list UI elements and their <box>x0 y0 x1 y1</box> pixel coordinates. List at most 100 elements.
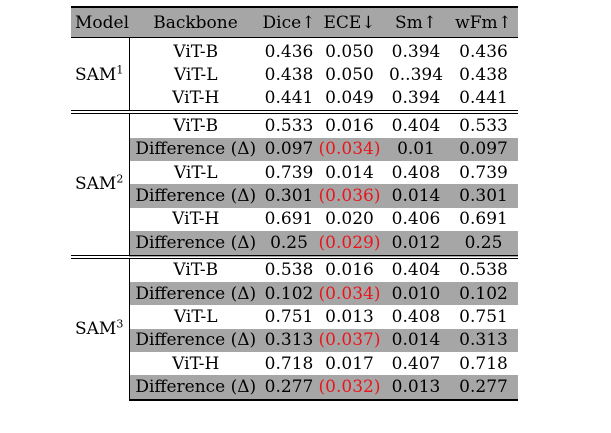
wfm-cell: 0.301 <box>449 184 518 208</box>
sm-cell: 0.408 <box>391 162 441 183</box>
difference-row: Difference (Δ) 0.277 (0.032) 0.013 0.277 <box>71 375 518 401</box>
table-row: ViT-L 0.438 0.050 0..394 0.438 <box>71 63 518 86</box>
backbone-cell: ViT-H <box>172 209 220 230</box>
difference-label: Difference (Δ) <box>129 184 262 208</box>
header-row: Model Backbone Dice↑ ECE↓ Sm↑ wFm↑ <box>71 6 518 38</box>
difference-row: Difference (Δ) 0.102 (0.034) 0.010 0.102 <box>71 281 518 306</box>
dice-cell: 0.533 <box>262 110 316 138</box>
sm-cell: 0.014 <box>383 328 449 353</box>
ece-cell: (0.037) <box>316 328 383 353</box>
backbone-cell: ViT-L <box>173 306 218 327</box>
wfm-cell: 0.277 <box>449 375 518 401</box>
sm-cell: 0.394 <box>391 88 441 109</box>
backbone-cell: ViT-B <box>129 254 262 282</box>
dice-cell: 0.751 <box>264 306 314 327</box>
sm-cell: 0.404 <box>383 110 449 138</box>
header-wfm: wFm↑ <box>449 6 518 38</box>
header-model: Model <box>71 6 129 38</box>
difference-row: Difference (Δ) 0.301 (0.036) 0.014 0.301 <box>71 184 518 208</box>
ece-cell: (0.029) <box>316 231 383 257</box>
difference-row: Difference (Δ) 0.097 (0.034) 0.01 0.097 <box>71 137 518 161</box>
wfm-cell: 0.313 <box>449 328 518 353</box>
wfm-cell: 0.102 <box>449 281 518 306</box>
difference-row: Difference (Δ) 0.313 (0.037) 0.014 0.313 <box>71 328 518 353</box>
table-row: SAM3 ViT-B 0.538 0.016 0.404 0.538 <box>71 254 518 400</box>
backbone-cell: ViT-H <box>172 88 220 109</box>
header-ece: ECE↓ <box>316 6 383 38</box>
sm-cell: 0.01 <box>383 137 449 161</box>
sm-cell: 0.014 <box>383 184 449 208</box>
dice-cell: 0.436 <box>264 41 314 62</box>
wfm-cell: 0.538 <box>449 254 518 282</box>
wfm-cell: 0.441 <box>459 88 508 109</box>
dice-cell: 0.313 <box>262 328 316 353</box>
backbone-cell: ViT-L <box>173 65 218 86</box>
ece-cell: 0.049 <box>325 88 374 109</box>
table-header: Model Backbone Dice↑ ECE↓ Sm↑ wFm↑ <box>71 6 518 38</box>
ece-cell: 0.014 <box>325 162 374 183</box>
sm-cell: 0.404 <box>383 254 449 282</box>
dice-cell: 0.718 <box>264 353 314 374</box>
group-sam1: SAM1 ViT-B 0.436 0.050 0.394 0.436 ViT-L… <box>71 37 518 113</box>
ece-cell: (0.034) <box>316 281 383 306</box>
wfm-cell: 0.718 <box>459 353 508 374</box>
table-row: ViT-H 0.718 0.017 0.407 0.718 <box>71 352 518 375</box>
difference-label: Difference (Δ) <box>129 375 262 401</box>
wfm-cell: 0.533 <box>449 110 518 138</box>
dice-cell: 0.438 <box>264 65 314 86</box>
table-row: ViT-H 0.691 0.020 0.406 0.691 <box>71 208 518 231</box>
dice-cell: 0.097 <box>262 137 316 161</box>
dice-cell: 0.538 <box>262 254 316 282</box>
ece-cell: 0.020 <box>325 209 374 230</box>
ece-cell: 0.050 <box>325 41 374 62</box>
results-table-container: Model Backbone Dice↑ ECE↓ Sm↑ wFm↑ SAM1 … <box>71 6 518 401</box>
difference-label: Difference (Δ) <box>129 281 262 306</box>
ece-cell: 0.016 <box>316 110 383 138</box>
sm-cell: 0.406 <box>391 209 441 230</box>
backbone-cell: ViT-B <box>129 110 262 138</box>
sm-cell: 0.010 <box>383 281 449 306</box>
wfm-cell: 0.25 <box>449 231 518 257</box>
model-label-sam2: SAM2 <box>71 110 130 257</box>
sm-cell: 0.013 <box>383 375 449 401</box>
wfm-cell: 0.739 <box>459 162 508 183</box>
header-dice: Dice↑ <box>262 6 316 38</box>
header-sm: Sm↑ <box>383 6 449 38</box>
dice-cell: 0.301 <box>262 184 316 208</box>
model-label-sam1: SAM1 <box>71 37 130 113</box>
group-sam3: SAM3 ViT-B 0.538 0.016 0.404 0.538 Diffe… <box>71 254 518 401</box>
ece-cell: (0.032) <box>316 375 383 401</box>
header-backbone: Backbone <box>129 6 262 38</box>
dice-cell: 0.739 <box>264 162 314 183</box>
backbone-cell: ViT-H <box>172 353 220 374</box>
wfm-cell: 0.751 <box>459 306 508 327</box>
table-row: ViT-H 0.441 0.049 0.394 0.441 <box>71 87 518 112</box>
ece-cell: 0.016 <box>316 254 383 282</box>
sm-cell: 0.408 <box>391 306 441 327</box>
difference-label: Difference (Δ) <box>129 231 262 257</box>
model-label-sam3: SAM3 <box>71 254 130 400</box>
wfm-cell: 0.097 <box>449 137 518 161</box>
table-row: ViT-L 0.751 0.013 0.408 0.751 <box>71 305 518 328</box>
wfm-cell: 0.691 <box>459 209 508 230</box>
difference-label: Difference (Δ) <box>129 328 262 353</box>
wfm-cell: 0.436 <box>459 41 508 62</box>
ece-cell: (0.034) <box>316 137 383 161</box>
difference-label: Difference (Δ) <box>129 137 262 161</box>
ece-cell: 0.050 <box>325 65 374 86</box>
dice-cell: 0.102 <box>262 281 316 306</box>
backbone-cell: ViT-B <box>173 41 219 62</box>
backbone-cell: ViT-L <box>173 162 218 183</box>
ece-cell: (0.036) <box>316 184 383 208</box>
ece-cell: 0.017 <box>325 353 374 374</box>
results-table: Model Backbone Dice↑ ECE↓ Sm↑ wFm↑ SAM1 … <box>71 6 518 401</box>
sm-cell: 0.012 <box>383 231 449 257</box>
dice-cell: 0.691 <box>264 209 314 230</box>
table-row: ViT-L 0.739 0.014 0.408 0.739 <box>71 161 518 184</box>
sm-cell: 0.394 <box>391 41 441 62</box>
group-sam2: SAM2 ViT-B 0.533 0.016 0.404 0.533 Diffe… <box>71 110 518 257</box>
table-row: SAM2 ViT-B 0.533 0.016 0.404 0.533 <box>71 110 518 257</box>
difference-row: Difference (Δ) 0.25 (0.029) 0.012 0.25 <box>71 231 518 257</box>
ece-cell: 0.013 <box>325 306 374 327</box>
dice-cell: 0.277 <box>262 375 316 401</box>
